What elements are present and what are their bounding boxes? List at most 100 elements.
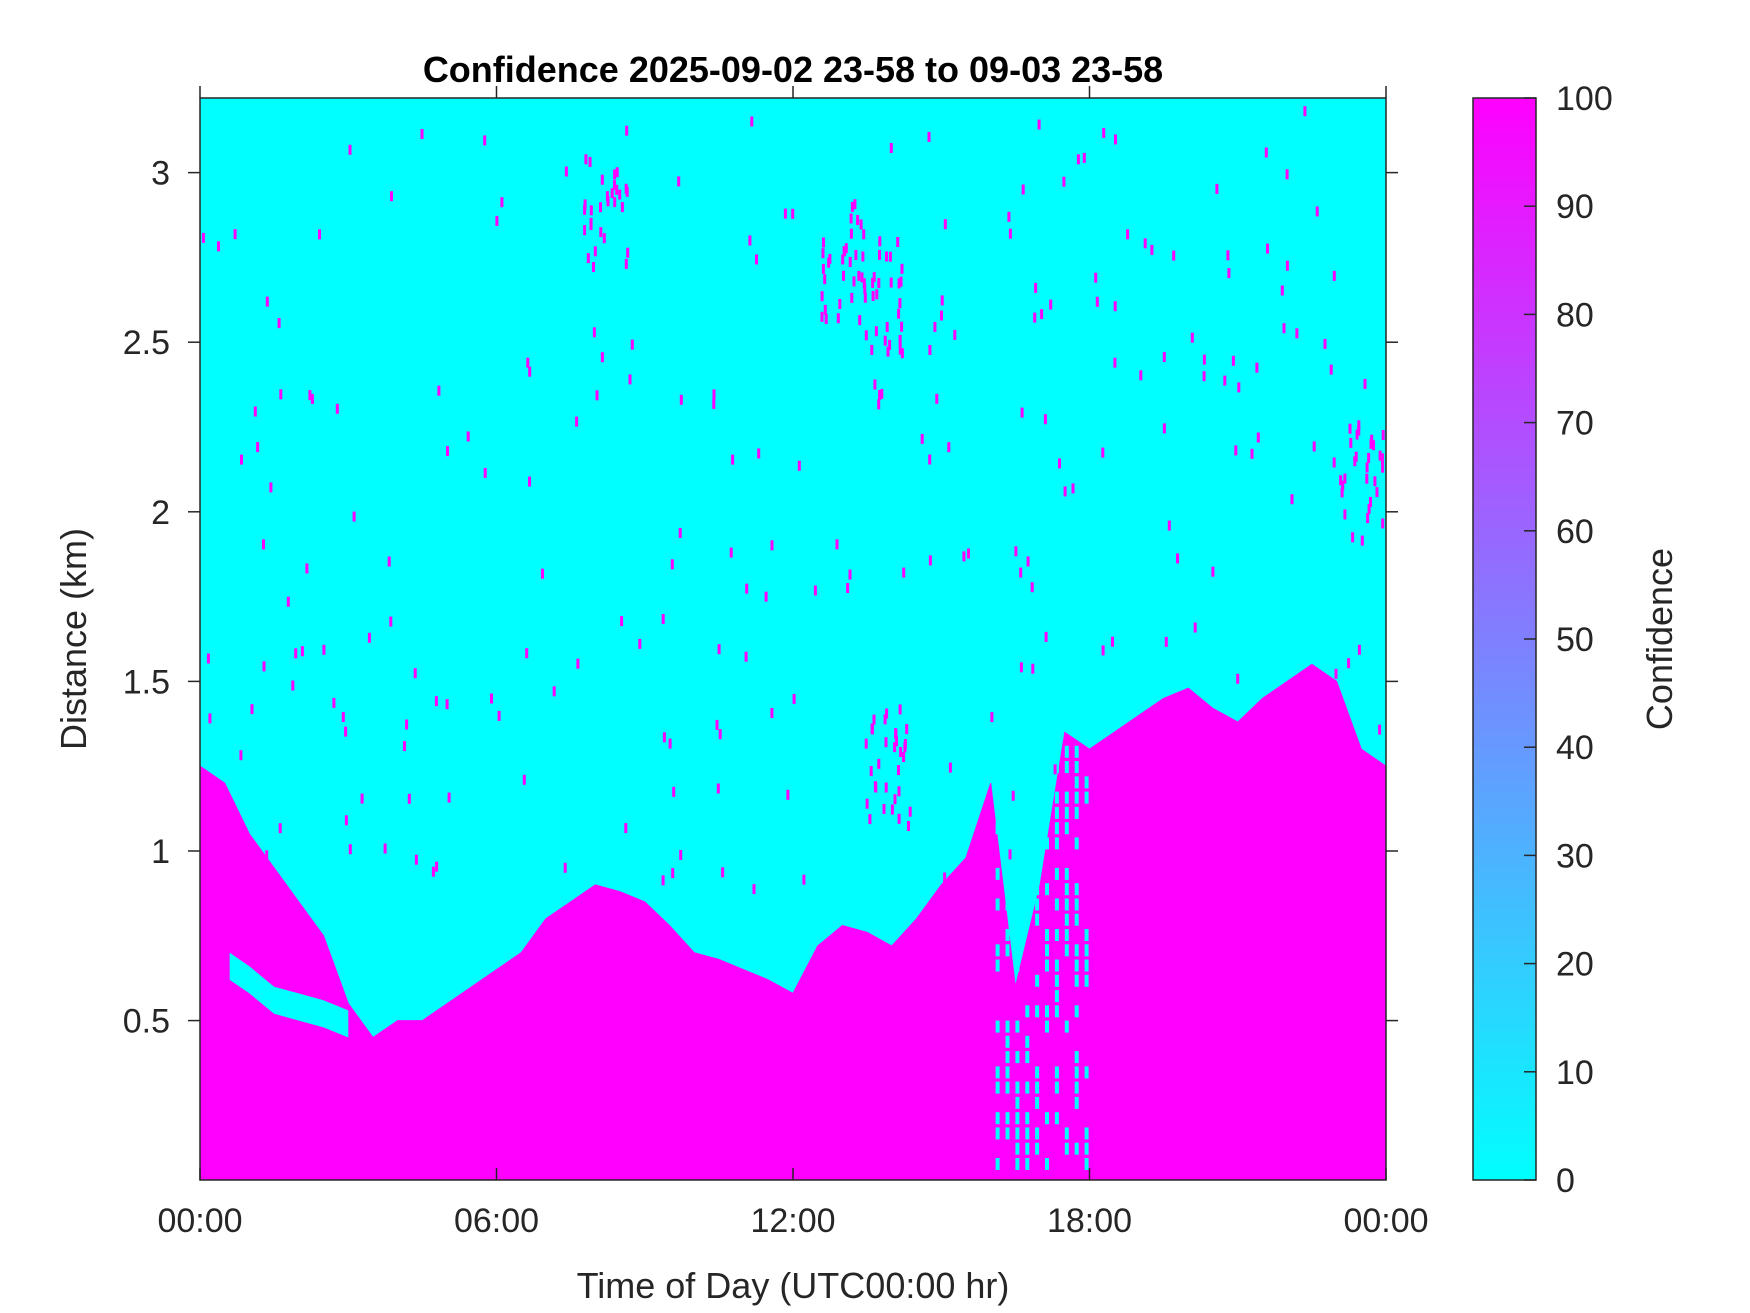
speckle-cluster-cell [882,804,886,814]
speckle-cell [1088,816,1092,827]
mixed-column-cell [1035,913,1040,926]
speckle-cluster-cell [1341,480,1345,491]
speckle-cluster-cell [862,278,866,289]
y-tick-label: 2 [151,494,170,532]
speckle-cell [1357,644,1361,655]
speckle-cell [1154,803,1158,814]
speckle-cell [1226,250,1230,261]
mixed-column-cell [1064,867,1069,880]
speckle-cell [1366,513,1370,524]
mixed-column-cell [1074,1066,1079,1079]
speckle-cluster-cell [907,821,910,831]
mixed-column-cell [1074,776,1079,789]
mixed-column-cell [1005,883,1010,896]
speckle-cell [1264,147,1268,158]
mixed-column-cell [1074,1096,1079,1109]
speckle-cell [206,653,210,664]
speckle-cell [672,786,676,797]
speckle-cell [885,251,888,262]
speckle-cluster-cell [593,246,597,257]
speckle-cell [201,232,205,243]
colorbar-ticks: 0 10 20 30 40 50 60 70 80 90 100 [1524,80,1613,1200]
speckle-cluster-cell [1381,430,1385,440]
speckle-cluster-cell [589,217,593,228]
speckle-cell [1037,119,1041,130]
speckle-cluster-cell [886,346,890,357]
speckle-cluster-cell [857,270,861,281]
speckle-cell [446,446,449,457]
mixed-column-cell [1025,898,1030,911]
mixed-column-cell [1015,822,1020,835]
speckle-cell [797,460,801,471]
mixed-column-cell [1015,1081,1020,1094]
speckle-cell [389,616,393,627]
speckle-cell [500,197,504,208]
speckle-cluster-cell [897,786,901,797]
y-axis-label: Distance (km) [53,528,94,750]
speckle-cell [1285,260,1289,271]
speckle-cluster-cell [878,236,882,247]
speckle-cell [405,719,409,730]
mixed-column-cell [1025,1081,1030,1094]
mixed-column-cell [1084,1066,1089,1079]
speckle-cluster-cell [860,272,864,283]
speckle-cell [1058,458,1061,469]
speckle-cell [1329,364,1333,375]
speckle-cluster-cell [861,251,865,262]
mixed-column-cell [1015,806,1020,819]
mixed-column-cell [1064,1020,1069,1033]
speckle-cell [1021,184,1025,195]
speckle-cluster-cell [822,237,825,248]
speckle-cluster-cell [898,298,902,309]
speckle-cell [1043,414,1047,425]
speckle-cell [1332,457,1336,468]
speckle-cell [525,648,529,659]
speckle-cluster-cell [902,752,906,762]
speckle-cell [1347,658,1351,669]
mixed-column-cell [1064,898,1069,911]
mixed-column-cell [995,898,1000,911]
mixed-column-cell [1054,822,1059,835]
speckle-cell [360,793,364,804]
speckle-cell [678,528,682,538]
mixed-column-cell [1005,929,1010,941]
speckle-cell [880,388,884,399]
speckle-cell [748,235,752,246]
speckle-cluster-cell [878,249,881,260]
x-tick-label: 12:00 [750,1202,835,1240]
mixed-column-cell [1084,1127,1089,1140]
speckle-cell [1034,282,1038,293]
mixed-column-cell [1025,867,1030,880]
speckle-cell [1044,631,1048,642]
x-tick-label: 06:00 [454,1202,539,1240]
speckle-cell [310,393,314,404]
speckle-cluster-cell [626,247,630,258]
x-tick-label: 00:00 [1343,1202,1428,1240]
mixed-column-cell [1064,1127,1069,1140]
speckle-cluster-cell [586,253,590,264]
speckle-cell [1113,301,1117,312]
mixed-column-cell [1035,1005,1040,1018]
speckle-cluster-cell [874,782,878,793]
speckle-cluster-cell [900,321,904,332]
speckle-cluster-cell [589,205,593,216]
speckle-cell [1280,285,1284,296]
mixed-column-cell [1054,898,1059,911]
mixed-column-cell [1074,974,1079,987]
mixed-column-cell [1054,959,1059,972]
mixed-column-cell [1035,776,1040,789]
mixed-column-cell [1045,959,1049,972]
mixed-column-cell [1054,806,1059,819]
colorbar-tick-label: 10 [1556,1054,1594,1092]
speckle-cluster-cell [854,250,858,260]
speckle-cell [495,215,499,226]
speckle-cluster-cell [613,180,616,191]
speckle-cell [745,583,749,594]
speckle-cell [390,191,393,202]
mixed-column-cell [995,1020,1000,1033]
y-tick-label: 2.5 [123,324,170,362]
speckle-cell [265,850,269,861]
speckle-cluster-cell [820,291,824,302]
mixed-column-cell [1054,1066,1059,1079]
speckle-cell [265,296,269,307]
